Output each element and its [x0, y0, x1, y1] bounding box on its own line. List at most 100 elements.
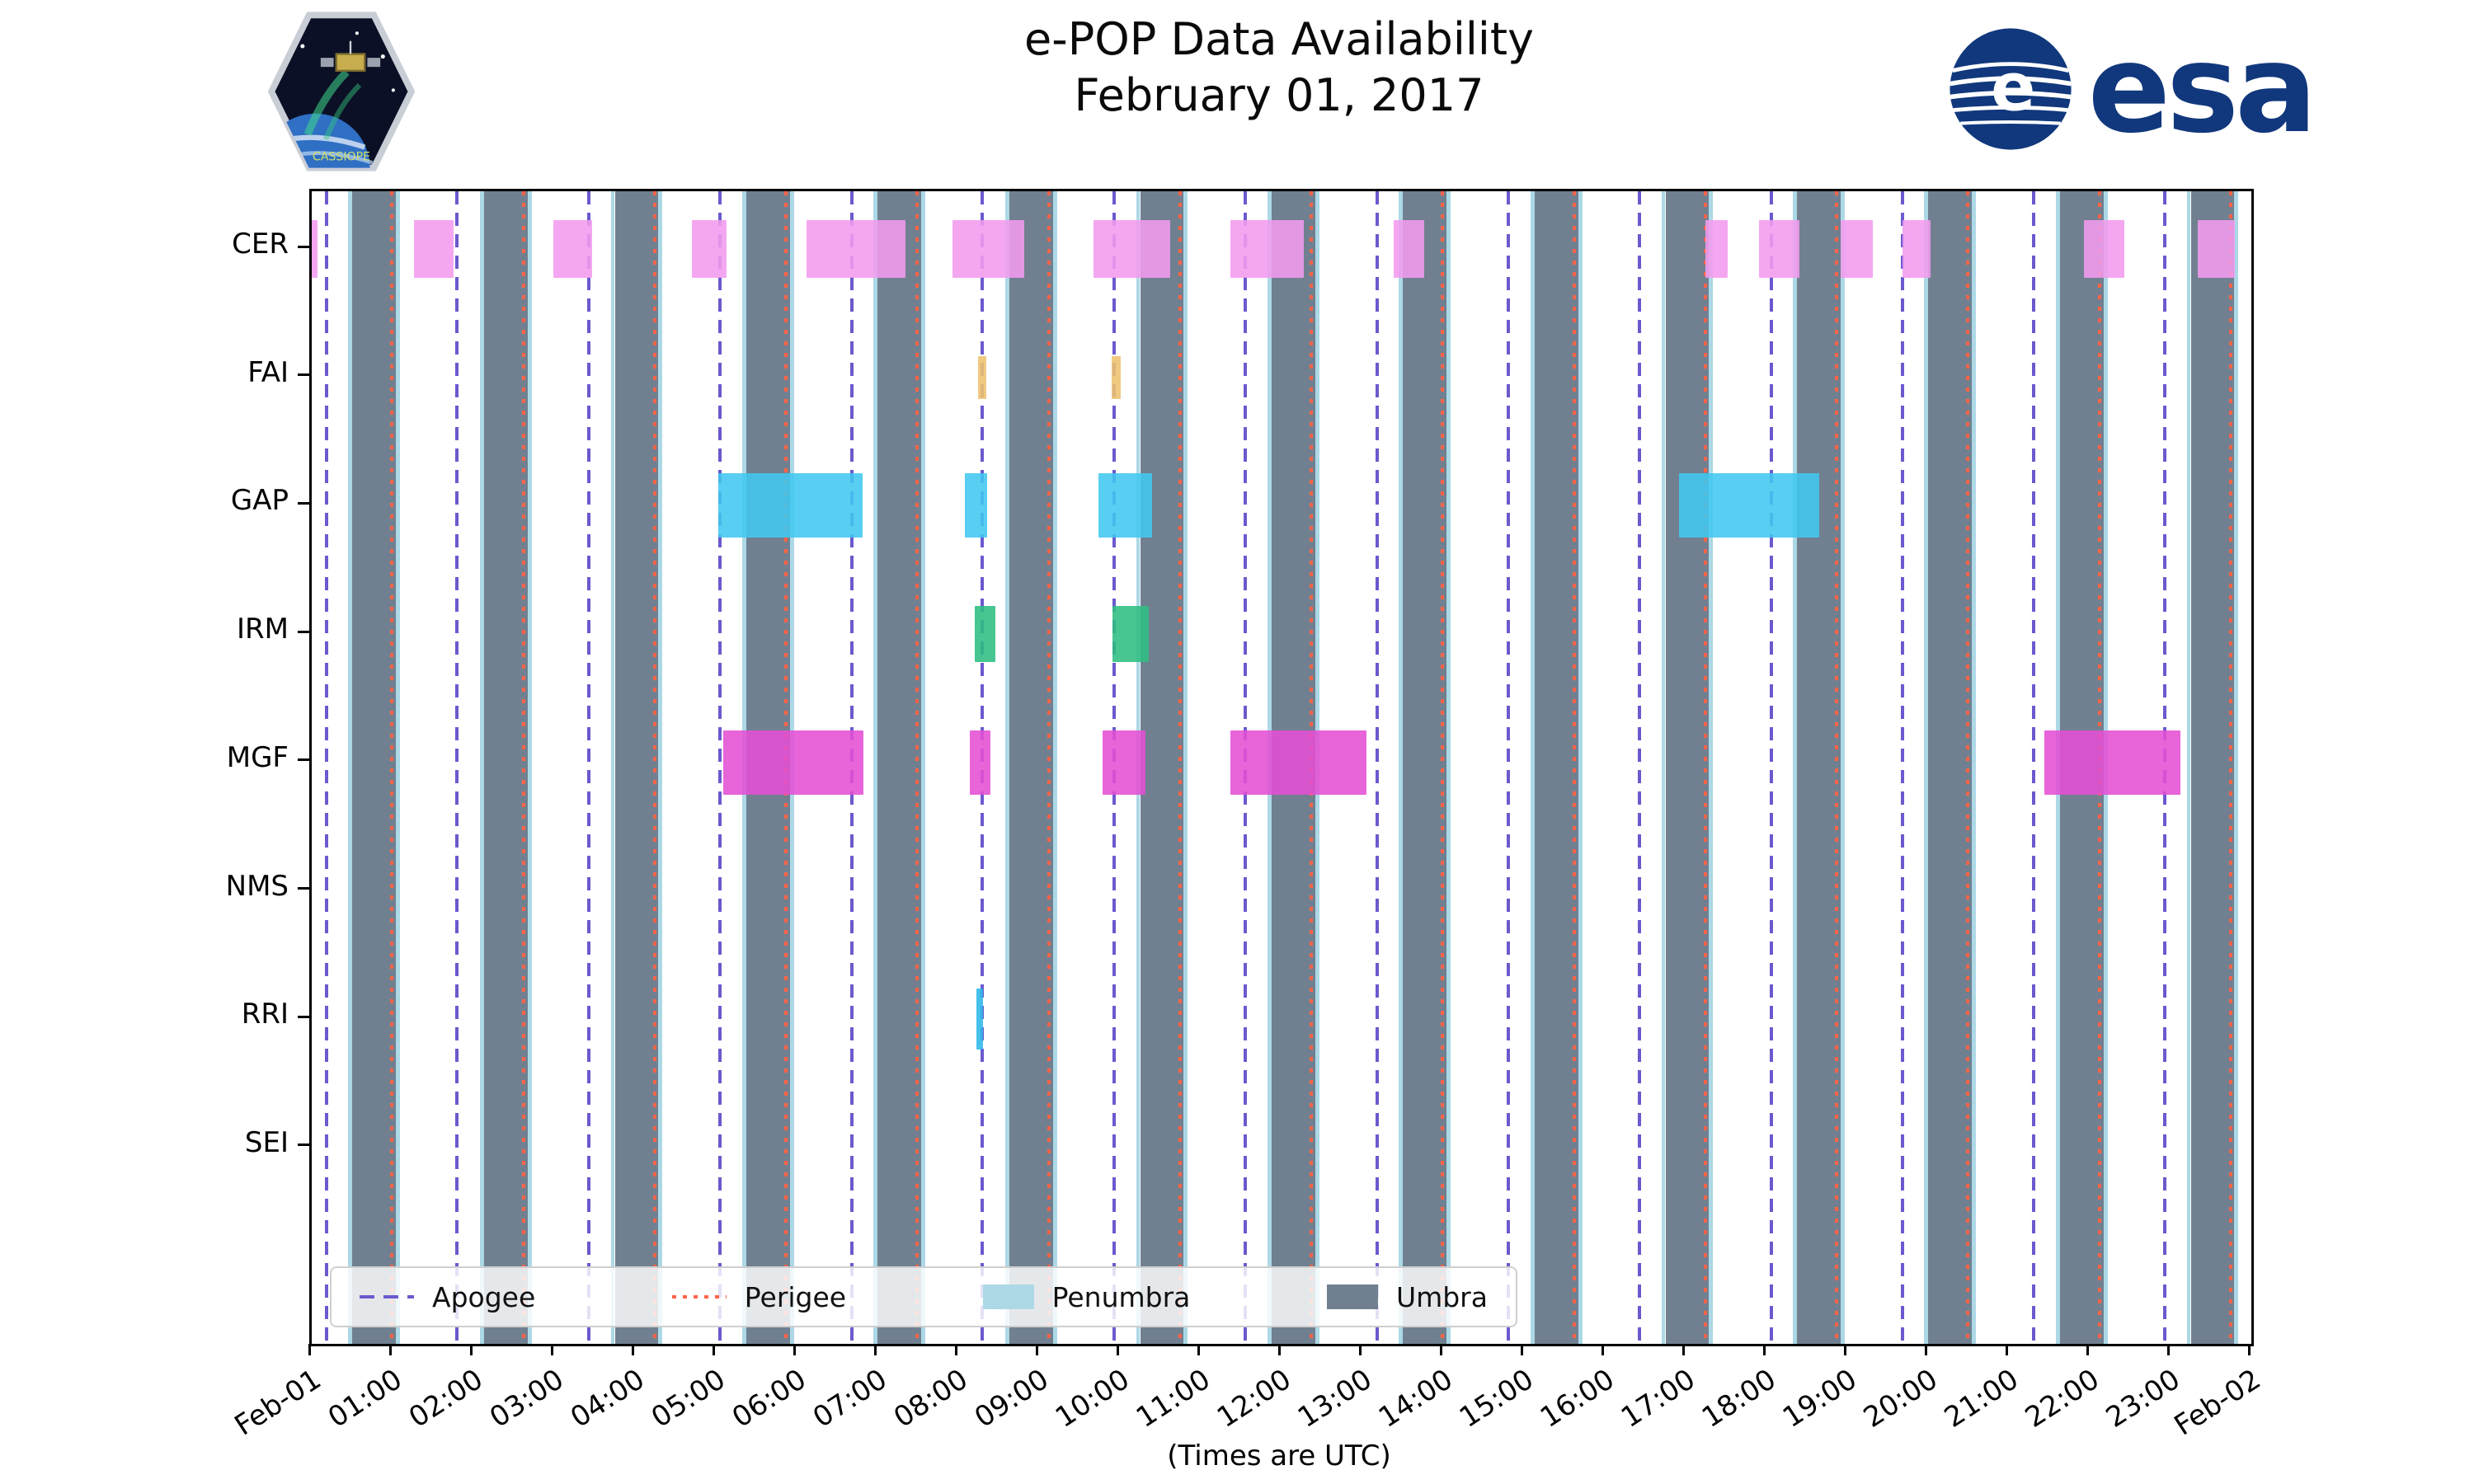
- x-tickmark: [1843, 1344, 1846, 1355]
- y-tickmark: [298, 1144, 309, 1147]
- x-tick-label-text: 11:00: [1130, 1363, 1216, 1435]
- penumbra-band: [1841, 191, 1846, 1344]
- x-tickmark: [631, 1344, 634, 1355]
- x-tick-label-text: 06:00: [726, 1363, 812, 1435]
- penumbra-band: [1578, 191, 1583, 1344]
- x-tick-label-text: Feb-02: [2168, 1363, 2267, 1443]
- y-tick-label-nms: NMS: [225, 869, 289, 903]
- x-tickmark: [873, 1344, 877, 1355]
- apogee-line: [1375, 191, 1379, 1344]
- y-tick-label-gap: GAP: [230, 484, 289, 518]
- x-axis-label: (Times are UTC): [1167, 1439, 1391, 1472]
- legend-item-penumbra: Penumbra: [982, 1281, 1190, 1313]
- penumbra-band: [1446, 191, 1451, 1344]
- esa-logo: e esa: [1945, 18, 2317, 160]
- x-tickmark: [388, 1344, 392, 1355]
- apogee-line: [1900, 191, 1904, 1344]
- x-tick-label-text: 23:00: [2100, 1363, 2186, 1435]
- data-bar-cer: [691, 220, 727, 278]
- y-tickmark: [298, 1015, 309, 1018]
- data-bar-gap: [1098, 473, 1153, 538]
- y-tickmark: [298, 630, 309, 633]
- penumbra-band: [1793, 191, 1798, 1344]
- penumbra-band: [527, 191, 532, 1344]
- legend-item-apogee: Apogee: [360, 1281, 535, 1313]
- data-bar-cer: [806, 220, 906, 278]
- data-bar-gap: [1679, 473, 1819, 538]
- y-tickmark: [298, 501, 309, 505]
- umbra-band: [483, 191, 528, 1344]
- perigee-line: [1835, 191, 1839, 1344]
- y-tick-label-cer: CER: [232, 228, 289, 261]
- perigee-line: [390, 191, 394, 1344]
- y-tickmark: [298, 887, 309, 890]
- umbra-band: [352, 191, 396, 1344]
- y-tickmark: [298, 245, 309, 248]
- y-tick-label-sei: SEI: [244, 1125, 289, 1159]
- umbra-band: [614, 191, 659, 1344]
- y-tick-label-mgf: MGF: [226, 740, 289, 774]
- penumbra-band: [1661, 191, 1666, 1344]
- apogee-line: [324, 191, 328, 1344]
- x-tick-label-text: 22:00: [2019, 1363, 2105, 1435]
- data-bar-cer: [2084, 220, 2125, 278]
- data-bar-rri: [976, 989, 984, 1050]
- perigee-line: [915, 191, 920, 1344]
- legend-sample-patch: [982, 1284, 1034, 1309]
- x-tickmark: [1197, 1344, 1200, 1355]
- x-tickmark: [1277, 1344, 1281, 1355]
- y-tick-label-irm: IRM: [237, 613, 289, 646]
- esa-wordmark: esa: [2087, 18, 2317, 160]
- x-tickmark: [1358, 1344, 1362, 1355]
- perigee-line: [1178, 191, 1182, 1344]
- perigee-line: [1047, 191, 1051, 1344]
- x-tick-label-text: 09:00: [968, 1363, 1055, 1435]
- umbra-band: [1534, 191, 1578, 1344]
- penumbra-band: [1530, 191, 1535, 1344]
- apogee-line: [2032, 191, 2036, 1344]
- data-bar-cer: [414, 220, 454, 278]
- x-tick-label-text: 19:00: [1776, 1363, 1863, 1435]
- x-tick-label-text: Feb-01: [228, 1363, 327, 1443]
- cassiope-mission-patch: CASSIOPE: [262, 10, 421, 176]
- apogee-line: [1638, 191, 1642, 1344]
- umbra-band: [1009, 191, 1053, 1344]
- x-tick-label-text: 16:00: [1534, 1363, 1620, 1435]
- x-tickmark: [2005, 1344, 2008, 1355]
- x-tickmark: [954, 1344, 957, 1355]
- legend-sample-dotted-line: [671, 1295, 727, 1298]
- legend: Apogee Perigee Penumbra Umbra: [330, 1266, 1517, 1327]
- x-tick-label-text: 03:00: [483, 1363, 570, 1435]
- x-tick-label-text: 15:00: [1453, 1363, 1540, 1435]
- umbra-band: [877, 191, 921, 1344]
- data-bar-cer: [952, 220, 1025, 278]
- x-tickmark: [2247, 1344, 2251, 1355]
- x-tickmark: [712, 1344, 715, 1355]
- data-bar-mgf: [1103, 730, 1146, 795]
- x-tickmark: [2086, 1344, 2089, 1355]
- title-block: e-POP Data Availability February 01, 201…: [309, 12, 2249, 123]
- x-tick-label-text: 21:00: [1938, 1363, 2025, 1435]
- legend-label: Umbra: [1395, 1280, 1488, 1313]
- apogee-line: [455, 191, 459, 1344]
- x-tick-label-text: 13:00: [1291, 1363, 1378, 1435]
- apogee-line: [1769, 191, 1773, 1344]
- data-bar-fai: [1112, 355, 1121, 399]
- esa-globe-graphic: [1950, 28, 2072, 150]
- data-bar-mgf: [1230, 730, 1366, 795]
- y-tickmark: [298, 373, 309, 377]
- x-tick-label-text: 04:00: [564, 1363, 651, 1435]
- data-bar-cer: [1841, 220, 1874, 278]
- data-bar-mgf: [2044, 730, 2180, 795]
- data-bar-cer: [1230, 220, 1305, 278]
- data-bar-cer: [2198, 220, 2236, 278]
- legend-sample-dashed-line: [360, 1295, 414, 1298]
- perigee-line: [521, 191, 525, 1344]
- penumbra-band: [1183, 191, 1188, 1344]
- perigee-line: [2228, 191, 2232, 1344]
- data-bar-cer: [1759, 220, 1800, 278]
- x-tick-label-text: 12:00: [1211, 1363, 1297, 1435]
- x-tick-label-text: 17:00: [1615, 1363, 1701, 1435]
- x-tickmark: [1924, 1344, 1927, 1355]
